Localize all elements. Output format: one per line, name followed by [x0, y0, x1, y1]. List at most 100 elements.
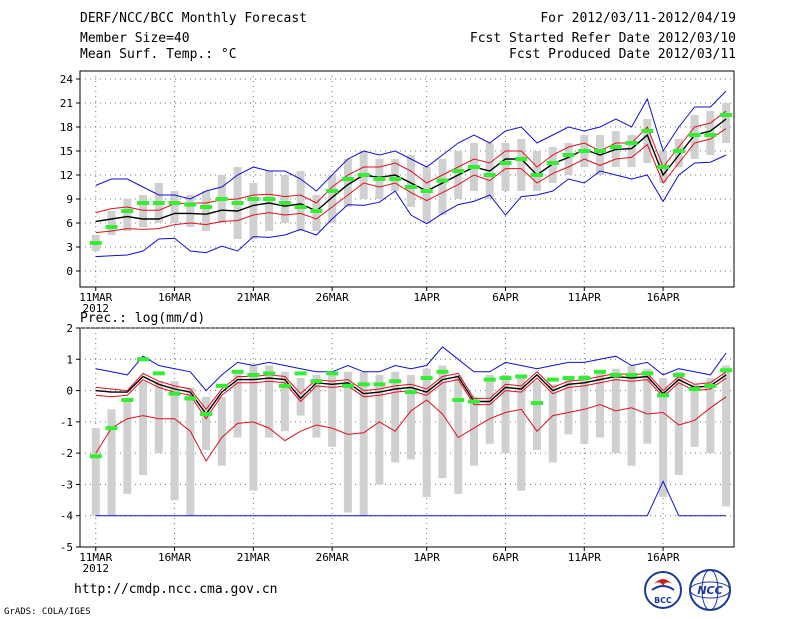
precip-xtick-label: 1APR — [413, 551, 440, 564]
precip-ytick-label: -3 — [60, 478, 73, 491]
precip-observation-marker — [215, 383, 228, 388]
temp-series-min — [95, 154, 727, 258]
temp-xtick-label: 6APR — [492, 291, 519, 304]
temp-member-range-box — [564, 143, 573, 175]
temp-member-range-box — [343, 159, 352, 207]
temp-observation-marker — [184, 202, 197, 207]
precip-xtick-label: 26MAR — [316, 551, 349, 564]
precip-member-range-box — [533, 381, 542, 451]
forecast-started-date: Fcst Started Refer Date 2012/03/10 — [469, 31, 736, 46]
temp-xtick-label: 16MAR — [158, 291, 191, 304]
precip-observation-marker — [168, 391, 181, 396]
temp-member-range-box — [517, 139, 526, 191]
precip-member-range-box — [186, 387, 195, 516]
precip-member-range-box — [469, 396, 478, 466]
precip-member-range-box — [674, 371, 683, 476]
temp-observation-marker — [420, 189, 433, 193]
precip-member-range-box — [359, 371, 368, 516]
precip-member-range-box — [249, 365, 258, 491]
temp-ytick-label: 18 — [60, 121, 73, 134]
precip-member-range-box — [406, 374, 415, 460]
precip-member-range-box — [375, 374, 384, 485]
source-url[interactable]: http://cmdp.ncc.cma.gov.cn — [74, 582, 278, 597]
temp-observation-marker — [200, 205, 213, 209]
temp-observation-marker — [609, 145, 622, 149]
temp-member-range-box — [422, 167, 431, 223]
precip-member-range-box — [659, 378, 668, 497]
precip-member-range-box — [296, 378, 305, 416]
precip-series-min — [95, 480, 727, 517]
precip-member-range-box — [391, 371, 400, 463]
temp-observation-marker — [152, 201, 165, 205]
temp-observation-marker — [105, 225, 118, 229]
temp-member-range-box — [533, 151, 542, 191]
precip-observation-marker — [641, 371, 654, 376]
precip-observation-marker — [278, 383, 291, 388]
temp-observation-marker — [641, 129, 654, 133]
temp-member-range-box — [643, 119, 652, 163]
precip-observation-marker — [184, 396, 197, 401]
precip-xtick-label: 11APR — [568, 551, 601, 564]
temp-member-range-box — [627, 135, 636, 167]
precip-observation-marker — [326, 371, 339, 376]
precip-xtick-label: 16MAR — [158, 551, 191, 564]
bcc-logo: BCC — [644, 571, 682, 609]
precip-member-range-box — [438, 365, 447, 479]
temp-xtick-label: 26MAR — [316, 291, 349, 304]
precip-member-range-box — [280, 371, 289, 432]
temp-observation-marker — [720, 113, 733, 117]
precip-observation-marker — [389, 379, 402, 384]
precip-observation-marker — [341, 383, 354, 388]
precip-series-max — [95, 346, 727, 392]
temp-observation-marker — [578, 149, 591, 153]
precip-observation-marker — [152, 371, 165, 376]
ncc-logo: NCC — [689, 569, 731, 611]
precip-member-range-box — [517, 374, 526, 491]
temp-observation-marker — [310, 209, 323, 213]
grads-credit: GrADS: COLA/IGES — [4, 607, 91, 617]
precip-observation-marker — [436, 369, 449, 374]
precip-series-mean — [95, 373, 727, 416]
temp-observation-marker — [263, 197, 276, 201]
temp-observation-marker — [89, 241, 102, 245]
temp-observation-marker — [278, 201, 291, 205]
temp-observation-marker — [499, 161, 512, 165]
bcc-logo-text: BCC — [654, 596, 672, 605]
precip-member-range-box — [485, 374, 494, 444]
temp-observation-marker — [231, 201, 244, 205]
precip-observation-marker — [609, 372, 622, 377]
precip-member-range-box — [564, 378, 573, 435]
precip-observation-marker — [531, 401, 544, 406]
precip-member-range-box — [154, 381, 163, 454]
precip-observation-marker — [452, 397, 465, 402]
member-size-label: Member Size=40 — [80, 31, 190, 46]
temp-observation-marker — [341, 177, 354, 181]
precip-member-range-box — [312, 374, 321, 438]
precip-observation-marker — [562, 376, 575, 381]
temp-observation-marker — [467, 165, 480, 169]
precip-observation-marker — [357, 382, 370, 387]
temp-member-range-box — [139, 195, 148, 227]
temp-observation-marker — [515, 157, 528, 161]
temp-member-range-box — [170, 191, 179, 223]
temp-xtick-label: 21MAR — [237, 291, 270, 304]
precip-observation-marker — [89, 454, 102, 459]
temp-observation-marker — [688, 133, 701, 137]
precip-xtick-label: 11MAR — [79, 551, 112, 564]
temp-observation-marker — [389, 177, 402, 181]
precip-member-range-box — [643, 368, 652, 444]
temp-observation-marker — [326, 189, 339, 193]
precip-member-range-box — [265, 365, 274, 438]
temp-ytick-label: 12 — [60, 169, 73, 182]
temp-ytick-label: 3 — [66, 241, 73, 254]
precip-observation-marker — [704, 383, 717, 388]
temp-xtick-label: 16APR — [647, 291, 680, 304]
temp-xtick-label: 1APR — [413, 291, 440, 304]
temp-series-max — [95, 90, 727, 200]
precip-observation-marker — [672, 372, 685, 377]
temp-xtick-label: 11APR — [568, 291, 601, 304]
temp-observation-marker — [373, 177, 386, 181]
temp-observation-marker — [452, 169, 465, 173]
temp-observation-marker — [404, 185, 417, 189]
